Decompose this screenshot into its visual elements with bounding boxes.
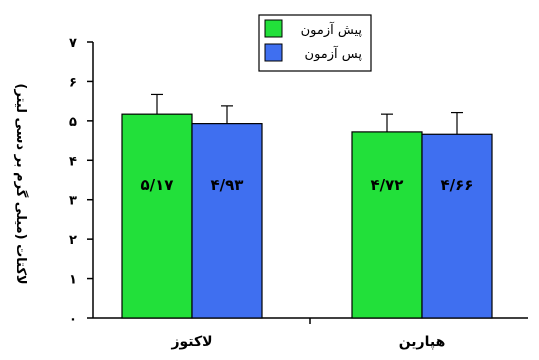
bars: ۵/۱۷ ۴/۹۳ ۴/۷۲ ۴/۶۶ <box>121 93 493 319</box>
x-tick-label: لاکتوز <box>170 334 212 350</box>
data-label: ۴/۷۲ <box>371 176 404 194</box>
bar-posttest <box>191 123 263 319</box>
y-tick-label: ۷ <box>69 36 77 51</box>
y-tick-label: ۳ <box>69 194 77 209</box>
y-tick-label: ۶ <box>69 75 77 90</box>
legend-swatch <box>264 19 283 38</box>
x-axis: لاکتوز هپارین <box>93 317 528 350</box>
y-axis: ۰ ۱ ۲ ۳ ۴ ۵ ۶ ۷ <box>69 36 94 327</box>
data-label: ۴/۶۶ <box>441 176 474 194</box>
data-label: ۵/۱۷ <box>141 176 174 194</box>
y-tick-label: ۱ <box>69 273 77 288</box>
y-tick-label: ۵ <box>69 115 77 130</box>
data-label: ۴/۹۳ <box>211 176 244 194</box>
y-tick-label: ۰ <box>69 312 77 327</box>
y-axis-label: لاکتات (میلی گرم بر دسی لیتر) <box>13 83 29 284</box>
y-tick-label: ۲ <box>69 233 77 248</box>
bar-pretest <box>121 113 193 319</box>
legend-label: پس آزمون <box>305 45 363 62</box>
legend: پیش آزمون پس آزمون <box>258 14 372 72</box>
y-tick-label: ۴ <box>69 154 77 169</box>
bar-posttest <box>421 133 493 319</box>
legend-swatch <box>264 43 283 62</box>
x-tick-label: هپارین <box>399 334 446 350</box>
legend-box <box>258 14 372 72</box>
legend-label: پیش آزمون <box>301 21 363 38</box>
bar-pretest <box>351 131 423 319</box>
